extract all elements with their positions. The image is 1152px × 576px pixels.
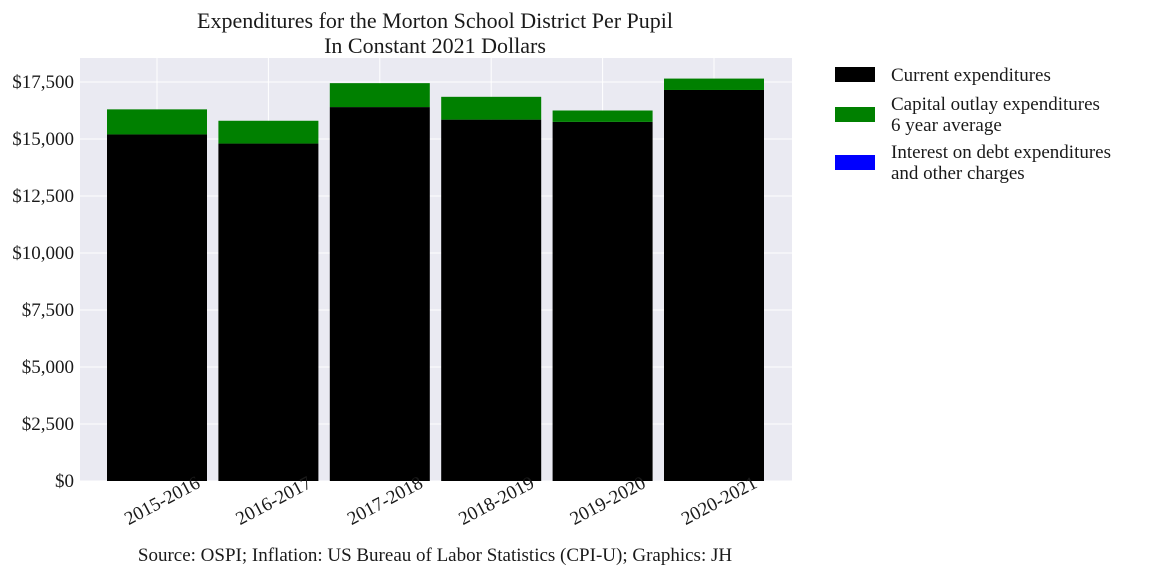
bar-segment-capital (329, 83, 430, 108)
y-tick-label: $10,000 (12, 243, 74, 264)
legend-swatch (835, 67, 875, 82)
bar-segment-current (441, 119, 542, 482)
chart-title-line-1: Expenditures for the Morton School Distr… (197, 8, 673, 33)
y-axis-ticks: $0 $2,500 $5,000 $7,500 $10,000 $12,500 $15,00… (12, 72, 74, 492)
y-tick-label: $12,500 (12, 186, 74, 207)
bar-segment-capital (552, 110, 653, 122)
bar-segment-current (552, 121, 653, 482)
bar-segment-capital (664, 78, 764, 90)
bar-segment-current (218, 143, 319, 481)
bar-segment-capital (218, 120, 319, 144)
bar-segment-current (107, 134, 207, 481)
y-tick-label: $15,000 (12, 129, 74, 150)
y-tick-label: $0 (55, 471, 74, 492)
y-tick-label: $5,000 (22, 357, 74, 378)
legend-swatch (835, 155, 875, 170)
bars (107, 78, 764, 482)
legend-label: and other charges (891, 163, 1025, 184)
y-tick-label: $7,500 (22, 300, 74, 321)
legend-label: Current expenditures (891, 65, 1051, 86)
bar-segment-current (329, 107, 430, 481)
y-tick-label: $17,500 (12, 72, 74, 93)
legend-label: 6 year average (891, 115, 1002, 136)
bar-segment-current (664, 89, 764, 481)
chart-title: Expenditures for the Morton School Distr… (197, 8, 673, 58)
legend-swatch (835, 107, 875, 122)
source-note: Source: OSPI; Inflation: US Bureau of La… (138, 545, 732, 566)
y-tick-label: $2,500 (22, 414, 74, 435)
legend-label: Capital outlay expenditures (891, 94, 1100, 115)
legend: Current expenditures Capital outlay expen… (835, 65, 1111, 184)
bar-segment-capital (441, 96, 542, 120)
chart-title-line-2: In Constant 2021 Dollars (324, 33, 546, 58)
bar-segment-capital (107, 109, 207, 135)
legend-label: Interest on debt expenditures (891, 142, 1111, 163)
